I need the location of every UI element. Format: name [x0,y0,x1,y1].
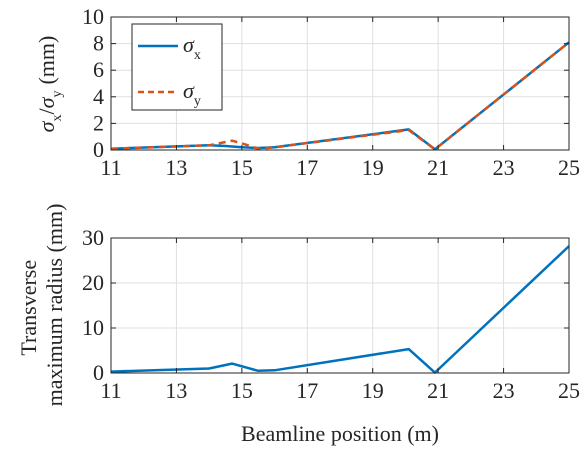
bottom-plot-x-axis-label: Beamline position (m) [241,421,439,446]
top-y-tick-label: 8 [93,31,104,56]
top-y-tick-label: 6 [93,57,104,82]
bottom-plot-frame [110,237,570,374]
legend-sigma-y-sub: y [194,94,201,109]
bottom-x-tick-label: 21 [427,378,449,403]
top-plot-y-axis-label: σx/σy(mm) [34,36,65,133]
top-x-tick-label: 21 [427,155,449,180]
legend: σx σy [131,23,223,111]
bottom-ylabel-line-2: maximum radius (mm) [42,204,67,407]
legend-box [131,23,223,111]
bottom-plot-ticks: 11 13 15 17 19 21 23 25 0 10 20 30 [82,225,580,403]
bottom-series-line-0 [110,245,570,374]
top-x-tick-label: 25 [558,155,580,180]
bottom-x-tick-label: 17 [296,378,318,403]
bottom-x-tick-label: 15 [231,378,253,403]
top-x-tick-label: 13 [165,155,187,180]
bottom-plot-area [111,238,569,373]
top-x-tick-label: 23 [493,155,515,180]
bottom-x-tick-label: 19 [362,378,384,403]
ylabel-sigma-y-sub: y [50,91,65,98]
ylabel-sigma-x-sub: x [50,115,65,122]
top-x-tick-label: 15 [231,155,253,180]
bottom-x-tick-label: 23 [493,378,515,403]
ylabel-sigma-x-symbol: σ [34,120,59,132]
bottom-plot-series [110,245,570,374]
top-y-tick-label: 2 [93,110,104,135]
bottom-x-tick-label: 25 [558,378,580,403]
top-x-tick-label: 11 [100,155,121,180]
ylabel-sigma-y-symbol: σ [34,96,59,108]
top-x-tick-label: 17 [296,155,318,180]
bottom-x-tick-label: 13 [165,378,187,403]
top-y-tick-label: 0 [93,137,104,162]
bottom-y-tick-label: 20 [82,270,104,295]
top-plot-series [110,41,570,151]
legend-sigma-y-symbol: σ [183,78,195,103]
top-series-line-1 [110,41,570,151]
ylabel-unit: (mm) [34,36,59,85]
bottom-y-tick-label: 10 [82,315,104,340]
bottom-x-tick-label: 11 [100,378,121,403]
top-plot-frame [110,16,570,151]
ylabel-slash: / [34,108,59,115]
top-x-tick-label: 19 [362,155,384,180]
legend-sigma-x-symbol: σ [183,32,195,57]
bottom-y-tick-label: 30 [82,225,104,250]
top-y-tick-label: 4 [93,84,104,109]
bottom-plot-y-axis-label: Transverse maximum radius (mm) [16,204,67,407]
bottom-plot: 11 13 15 17 19 21 23 25 0 10 20 30 Transverse maxim… [16,204,580,446]
legend-label-sigma-y: σy [183,78,201,109]
legend-sigma-x-sub: x [194,48,201,63]
bottom-ylabel-line-1: Transverse [16,260,41,356]
legend-label-sigma-x: σx [183,32,201,63]
top-y-tick-label: 10 [82,4,104,29]
bottom-y-tick-label: 0 [93,360,104,385]
